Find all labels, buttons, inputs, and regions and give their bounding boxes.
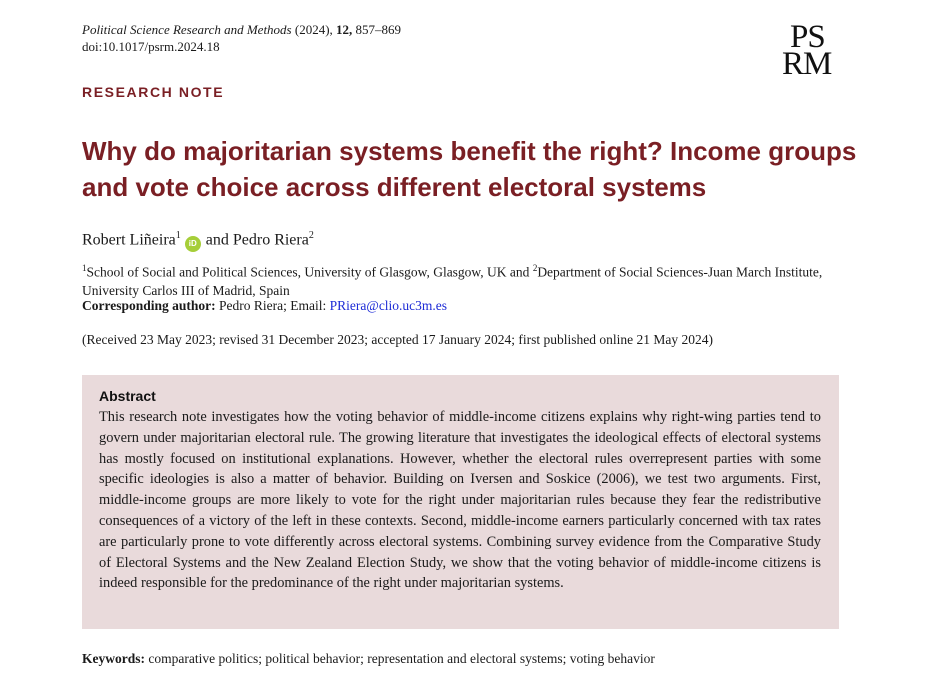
author-conjunction: and [205,231,229,249]
corresponding-author-text: Pedro Riera; Email: [219,298,327,313]
keywords: Keywords: comparative politics; politica… [82,650,655,668]
author-name[interactable]: Pedro Riera [232,231,309,249]
journal-logo: PS RM [778,19,842,86]
affiliation-mark: 2 [532,263,538,273]
citation-volume: 12, [336,22,353,37]
abstract-heading: Abstract [99,388,156,404]
affiliation-mark: 1 [82,263,87,273]
article-type: RESEARCH NOTE [82,84,225,100]
article-title: Why do majoritarian systems benefit the … [82,136,857,202]
affiliation-1: School of Social and Political Sciences,… [86,264,533,280]
email-link[interactable]: PRiera@clio.uc3m.es [329,298,448,313]
author-name[interactable]: Robert Liñeira [82,231,176,249]
logo-line-1: PS [790,19,826,55]
orcid-icon[interactable]: iD [184,236,201,253]
affiliation-2: Department of Social Sciences-Juan March… [82,264,823,298]
author-affiliation-mark: 2 [308,230,314,241]
logo-line-2: RM [782,46,832,82]
doi[interactable]: doi:10.1017/psrm.2024.18 [82,39,220,54]
abstract-text: This research note investigates how the … [99,409,821,592]
corresponding-author-label: Corresponding author: [82,298,216,313]
publication-history: (Received 23 May 2023; revised 31 Decemb… [82,332,713,347]
author-affiliation-mark: 1 [175,230,181,241]
abstract-box: Abstract This research note investigates… [82,375,839,629]
journal-name: Political Science Research and Methods [82,22,292,37]
affiliations: 1School of Social and Political Sciences… [82,259,842,300]
citation-line: Political Science Research and Methods (… [82,21,401,38]
keywords-label: Keywords: [82,651,145,666]
author-list: Robert Liñeira1iD and Pedro Riera2 [82,225,314,253]
keywords-text: comparative politics; political behavior… [148,651,655,666]
citation-year: (2024), [294,22,333,37]
citation-pages: 857–869 [355,22,402,37]
corresponding-author: Corresponding author: Pedro Riera; Email… [82,297,447,315]
